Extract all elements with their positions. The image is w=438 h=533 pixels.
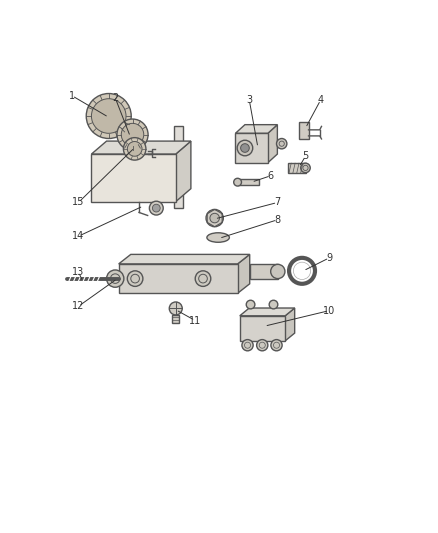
Text: 14: 14: [72, 231, 85, 241]
Circle shape: [276, 139, 287, 149]
Bar: [236, 133, 268, 163]
Circle shape: [257, 340, 268, 351]
Circle shape: [152, 204, 160, 212]
Circle shape: [86, 93, 131, 139]
Polygon shape: [240, 308, 295, 316]
Circle shape: [246, 300, 255, 309]
Polygon shape: [237, 254, 250, 293]
Text: 6: 6: [268, 171, 274, 181]
Circle shape: [301, 163, 310, 173]
Circle shape: [169, 302, 182, 315]
Text: 4: 4: [318, 95, 324, 105]
Circle shape: [210, 213, 219, 223]
Circle shape: [240, 144, 249, 152]
Text: 15: 15: [72, 198, 85, 207]
Circle shape: [195, 271, 211, 286]
Bar: [250, 264, 278, 279]
Bar: [172, 314, 179, 323]
Circle shape: [124, 138, 146, 160]
Circle shape: [149, 201, 163, 215]
Circle shape: [242, 340, 253, 351]
Polygon shape: [92, 141, 191, 154]
Bar: [237, 179, 259, 185]
Circle shape: [92, 99, 126, 133]
Text: 11: 11: [189, 316, 201, 326]
Circle shape: [106, 270, 124, 287]
Circle shape: [271, 264, 285, 279]
Text: 10: 10: [323, 305, 336, 316]
Circle shape: [117, 119, 148, 150]
Circle shape: [127, 271, 143, 286]
Polygon shape: [176, 141, 191, 201]
Bar: [240, 316, 285, 341]
Polygon shape: [236, 125, 277, 133]
Bar: [119, 264, 237, 293]
Bar: [173, 126, 183, 208]
Text: 1: 1: [69, 91, 75, 101]
Text: 3: 3: [246, 95, 252, 105]
Text: 5: 5: [302, 151, 309, 161]
Ellipse shape: [207, 233, 230, 243]
Circle shape: [121, 123, 144, 146]
Circle shape: [237, 140, 253, 156]
Bar: [288, 163, 306, 173]
Text: 13: 13: [72, 266, 85, 277]
Text: 7: 7: [274, 198, 280, 207]
Bar: [299, 123, 308, 139]
Circle shape: [271, 340, 282, 351]
Text: 12: 12: [72, 301, 85, 311]
Circle shape: [127, 142, 142, 156]
Polygon shape: [268, 125, 277, 163]
Text: 9: 9: [326, 253, 332, 263]
Polygon shape: [285, 308, 295, 341]
Polygon shape: [119, 254, 250, 264]
Circle shape: [234, 178, 241, 186]
Text: 2: 2: [112, 93, 118, 103]
Bar: [92, 154, 176, 201]
Circle shape: [206, 209, 223, 227]
Circle shape: [269, 300, 278, 309]
Text: 8: 8: [274, 215, 280, 225]
